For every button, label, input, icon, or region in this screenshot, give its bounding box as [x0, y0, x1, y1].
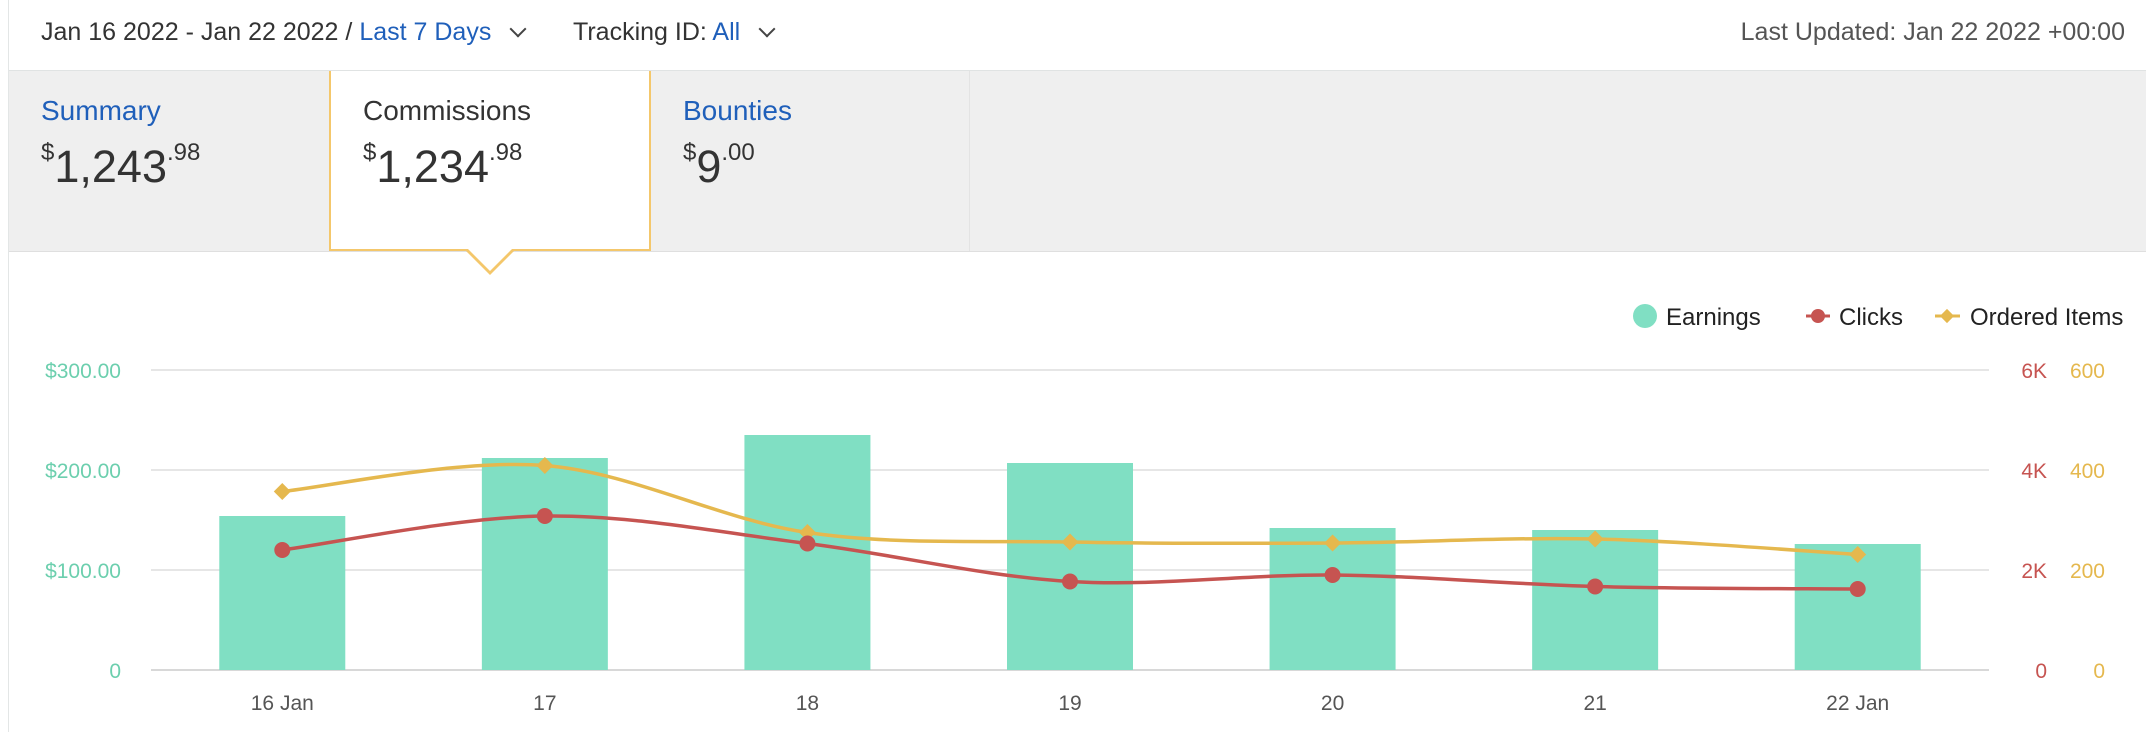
- x-axis-tick-label: 22 Jan: [1826, 692, 1889, 715]
- tracking-id-label: Tracking ID:: [573, 18, 707, 46]
- left-axis-tick-label: 0: [109, 660, 121, 683]
- commissions-amount-cents: .98: [488, 139, 523, 166]
- clicks-point: [799, 535, 816, 552]
- x-axis-tick-label: 17: [533, 692, 556, 715]
- earnings-bar: [1794, 544, 1921, 670]
- clicks-point: [1587, 578, 1604, 595]
- commissions-amount: $1,234.98: [363, 139, 523, 193]
- earnings-legend-label: Earnings: [1666, 304, 1761, 331]
- ordered-items-legend-label: Ordered Items: [1970, 304, 2123, 331]
- earnings-bar: [1269, 528, 1396, 670]
- tab-divider: [969, 71, 970, 251]
- range-preset-link[interactable]: Last 7 Days: [359, 18, 492, 46]
- last-updated-text: Last Updated: Jan 22 2022 +00:00: [1740, 18, 2125, 46]
- tab-summary-label[interactable]: Summary: [41, 95, 161, 126]
- left-axis-tick-label: $100.00: [45, 560, 121, 583]
- ordered-items-point: [1586, 530, 1604, 548]
- ordered-items-point: [1849, 546, 1867, 563]
- bounties-amount: $9.00: [683, 139, 755, 193]
- clicks-point: [1324, 567, 1341, 583]
- ordered-items-point: [536, 457, 554, 474]
- earnings-chart: 0 0 0 $100.00 2K 200 $200.00 4K 400 $300.00 6K 600 1…: [45, 304, 2123, 715]
- ordered-items-axis-tick-label: 600: [2070, 360, 2105, 383]
- summary-amount-whole: 1,243: [54, 141, 167, 192]
- ordered-items-axis-tick-label: 0: [2093, 660, 2105, 683]
- left-axis-tick-label: $300.00: [45, 360, 121, 383]
- ordered-items-point: [1061, 533, 1079, 551]
- date-range-selector[interactable]: Jan 16 2022 - Jan 22 2022 / Last 7 Days: [41, 18, 527, 47]
- clicks-axis-tick-label: 0: [2035, 660, 2047, 683]
- clicks-point: [1062, 573, 1078, 590]
- report-panel: Jan 16 2022 - Jan 22 2022 / Last 7 Days …: [8, 0, 2146, 732]
- active-tab-pointer-fill: [468, 249, 512, 271]
- earnings-legend-marker: [1633, 304, 1657, 328]
- clicks-point: [536, 508, 553, 524]
- commissions-amount-whole: 1,234: [376, 141, 489, 192]
- ordered-items-axis-tick-label: 200: [2070, 560, 2105, 583]
- ordered-items-legend-marker: [1939, 308, 1955, 324]
- clicks-legend-marker: [1811, 309, 1825, 323]
- currency-symbol: $: [41, 139, 55, 166]
- clicks-axis-tick-label: 6K: [2021, 360, 2047, 383]
- date-range-text: Jan 16 2022 - Jan 22 2022 /: [41, 18, 353, 46]
- tab-commissions-label[interactable]: Commissions: [363, 95, 532, 126]
- tracking-id-value[interactable]: All: [712, 18, 741, 46]
- x-axis-tick-label: 20: [1321, 692, 1344, 715]
- earnings-bar: [1007, 463, 1133, 670]
- ordered-items-axis-tick-label: 400: [2070, 460, 2105, 483]
- earnings-bar: [744, 435, 871, 670]
- report-header: Jan 16 2022 - Jan 22 2022 / Last 7 Days …: [9, 0, 2146, 71]
- currency-symbol: $: [363, 139, 377, 166]
- x-axis-tick-label: 18: [796, 692, 819, 715]
- left-axis-tick-label: $200.00: [45, 460, 121, 483]
- summary-amount: $1,243.98: [41, 139, 201, 193]
- bounties-amount-cents: .00: [721, 139, 755, 166]
- clicks-legend-label: Clicks: [1839, 304, 1903, 331]
- earnings-bar: [219, 516, 346, 670]
- tab-commissions[interactable]: Commissions $1,234.98: [329, 71, 651, 251]
- bounties-amount-whole: 9: [696, 141, 722, 192]
- clicks-point: [1849, 581, 1866, 597]
- tab-bounties[interactable]: Bounties $9.00: [651, 71, 969, 251]
- tab-bounties-label[interactable]: Bounties: [683, 95, 792, 126]
- ordered-items-point: [1324, 534, 1342, 552]
- clicks-point: [274, 542, 291, 558]
- earnings-bar: [1532, 530, 1659, 670]
- clicks-axis-tick-label: 2K: [2021, 560, 2047, 583]
- tab-summary[interactable]: Summary $1,243.98: [9, 71, 329, 251]
- x-axis-tick-label: 21: [1583, 692, 1606, 715]
- summary-amount-cents: .98: [166, 139, 201, 166]
- x-axis-tick-label: 19: [1058, 692, 1081, 715]
- currency-symbol: $: [683, 139, 697, 166]
- x-axis-tick-label: 16 Jan: [251, 692, 314, 715]
- ordered-items-point: [273, 483, 291, 500]
- clicks-axis-tick-label: 4K: [2021, 460, 2047, 483]
- tracking-id-selector[interactable]: Tracking ID: All: [573, 18, 776, 47]
- earnings-bar: [481, 458, 608, 670]
